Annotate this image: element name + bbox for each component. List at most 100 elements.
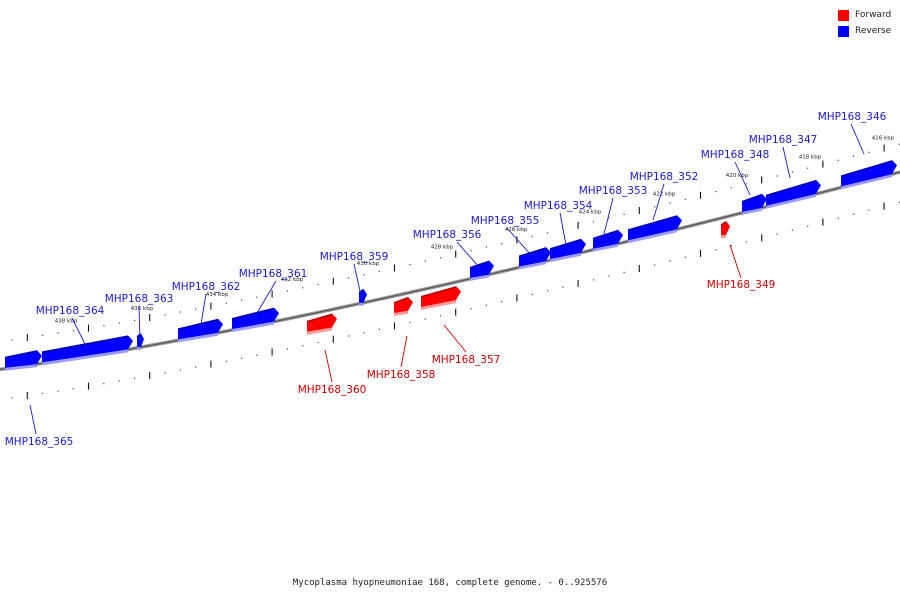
scale-tick-minor [791,229,793,231]
gene-leader-line [253,280,277,319]
tick-label: 438 kbp [55,319,78,325]
gene-leader-line [850,123,865,155]
gene-mhp168_349[interactable] [720,220,730,239]
gene-arrow [766,179,821,206]
gene-shadow [307,327,332,335]
gene-leader-line [71,317,88,349]
gene-label-mhp168_360[interactable]: MHP168_360 [298,384,367,396]
gene-arrow [359,288,367,303]
tick-label: 416 kbp [872,135,895,141]
scale-tick-minor [348,335,350,337]
gene-mhp168_364[interactable] [41,335,133,366]
gene-mhp168_365[interactable] [4,350,42,371]
gene-leader-line [506,227,533,257]
gene-label-mhp168_362[interactable]: MHP168_362 [172,281,241,293]
gene-mhp168_346[interactable] [840,160,897,190]
scale-tick-minor [470,308,472,310]
gene-mhp168_353[interactable] [592,229,623,252]
scale-tick-minor [42,334,44,337]
gene-mhp168_359[interactable] [358,288,367,306]
gene-edge [393,297,409,304]
gene-label-mhp168_349[interactable]: MHP168_349 [707,279,776,291]
gene-shadow [42,349,128,366]
gene-leader-line [443,324,467,353]
gene-label-mhp168_346[interactable]: MHP168_346 [818,111,887,123]
gene-arrow [593,229,623,249]
scale-tick-minor [868,151,870,153]
gene-label-mhp168_358[interactable]: MHP168_358 [367,369,436,381]
scale-tick-minor [286,348,289,350]
gene-shadow [470,274,489,281]
scale-tick-minor [898,201,900,203]
gene-mhp168_361[interactable] [231,307,279,332]
gene-label-mhp168_359[interactable]: MHP168_359 [320,251,389,263]
scale-tick-minor [654,206,656,208]
gene-label-mhp168_347[interactable]: MHP168_347 [749,134,818,146]
scale-tick-minor [164,314,166,316]
gene-shadow [394,310,408,316]
tick-label: 418 kbp [799,154,822,160]
gene-shadow [519,261,546,270]
scale-tick-minor [133,377,136,379]
gene-mhp168_348[interactable] [741,193,767,215]
legend-item-forward: Forward [838,8,900,23]
scale-tick-minor [302,287,304,289]
scale-tick-minor [118,322,120,324]
gene-arrow [137,333,144,348]
gene-leader-line [559,212,567,246]
reverse-swatch [838,26,849,37]
gene-mhp168_357[interactable] [420,286,461,310]
scale-tick-minor [256,296,258,298]
gene-leader-line [652,183,665,221]
scale-tick-minor [730,245,732,247]
scale-tick-minor [409,322,411,324]
gene-edge [592,230,619,240]
scale-tick-minor [225,302,227,304]
gene-label-mhp168_364[interactable]: MHP168_364 [36,305,105,317]
gene-label-mhp168_365[interactable]: MHP168_365 [5,436,74,448]
scale-tick-minor [241,299,243,301]
scale-tick-minor [57,390,59,392]
gene-label-mhp168_361[interactable]: MHP168_361 [239,268,308,280]
scale-tick-minor [317,283,319,286]
gene-label-mhp168_357[interactable]: MHP168_357 [432,354,501,366]
tick-label: 430 kbp [357,261,380,267]
gene-mhp168_355[interactable] [518,247,551,270]
gene-edge [720,221,727,226]
gene-shadow [628,229,677,244]
gene-edge [177,319,219,330]
gene-mhp168_347[interactable] [765,179,821,209]
gene-label-mhp168_363[interactable]: MHP168_363 [105,293,174,305]
gene-edge [358,289,364,294]
scale-tick-minor [256,354,258,356]
scale-tick-minor [317,341,319,344]
scale-tick-minor [745,183,748,185]
scale-tick-minor [164,372,166,374]
gene-label-mhp168_352[interactable]: MHP168_352 [630,171,699,183]
tick-label: 422 kbp [653,191,676,197]
gene-label-mhp168_355[interactable]: MHP168_355 [471,215,540,227]
scale-tick-minor [302,345,304,347]
scale-tick-minor [439,315,442,317]
gene-arrow [721,220,730,236]
gene-arrow [232,307,279,329]
scale-tick-minor [133,319,136,321]
gene-arrow [519,247,551,267]
gene-label-mhp168_348[interactable]: MHP168_348 [701,149,770,161]
gene-layer [4,160,897,371]
gene-label-mhp168_356[interactable]: MHP168_356 [413,229,482,241]
gene-mhp168_354[interactable] [549,238,586,263]
gene-label-mhp168_353[interactable]: MHP168_353 [579,185,648,197]
gene-mhp168_362[interactable] [177,318,223,343]
gene-mhp168_360[interactable] [306,313,337,335]
gene-edge [840,160,893,178]
gene-label-mhp168_354[interactable]: MHP168_354 [524,200,593,212]
scale-tick-minor [547,290,549,292]
gene-mhp168_352[interactable] [627,215,682,244]
gene-mhp168_358[interactable] [393,296,413,316]
tick-label: 424 kbp [579,210,602,216]
gene-mhp168_356[interactable] [469,260,494,281]
gene-shadow [721,234,726,239]
